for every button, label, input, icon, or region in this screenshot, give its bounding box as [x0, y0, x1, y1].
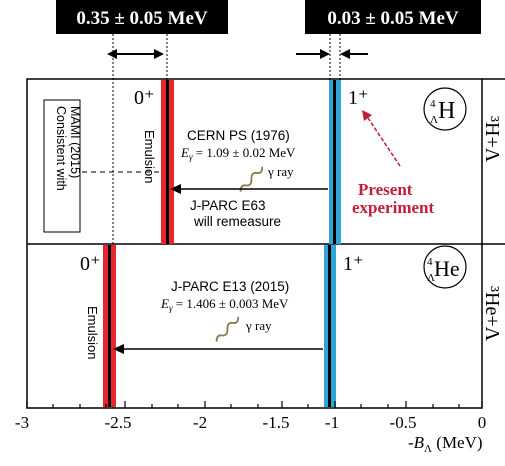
- e13-title: J-PARC E13 (2015): [171, 279, 289, 294]
- top-nucleus-sup: 4: [430, 98, 436, 110]
- tick-label: -2.5: [105, 413, 132, 432]
- bottom-nucleus-sub: Λ: [427, 272, 435, 284]
- consistent-mami-box: Consistent with MAMI (2015): [43, 99, 82, 233]
- tick-label: -0.5: [390, 413, 417, 432]
- e63-line2: will remeasure: [193, 214, 281, 229]
- top-0plus-level-red: [161, 80, 166, 244]
- right-inward-arrows: [296, 49, 368, 59]
- axis-ticks: [26, 401, 483, 408]
- svg-text:Consistent with: Consistent with: [54, 106, 68, 191]
- top-nucleus-sub: Λ: [430, 114, 438, 126]
- right-difference-label: 0.03 ± 0.05 MeV: [327, 8, 459, 29]
- tick-label: -1: [325, 413, 339, 432]
- tick-label: -3: [15, 413, 29, 432]
- bottom-nucleus-badge: 4 Λ He: [423, 245, 467, 289]
- bottom-side-threshold: ³He+Λ: [481, 286, 503, 342]
- bottom-emulsion-label: Emulsion: [85, 306, 100, 359]
- left-difference-box: [56, 0, 228, 34]
- top-state-1plus: 1⁺: [348, 87, 369, 109]
- top-gamma-wiggle: [239, 166, 264, 192]
- present-line2: experiment: [352, 198, 434, 217]
- right-difference-box: [305, 0, 481, 34]
- bottom-gamma-wiggle: [215, 316, 240, 342]
- bottom-gamma-label: γ ray: [245, 318, 272, 333]
- bottom-0plus-level-black: [108, 245, 111, 407]
- top-0plus-level-black: [166, 80, 169, 244]
- guide-lines: [112, 34, 341, 408]
- bottom-1plus-level-blue-2: [331, 245, 336, 407]
- bottom-nucleus-symbol: He: [434, 256, 460, 281]
- bottom-nucleus-sup: 4: [427, 256, 433, 268]
- top-1plus-level-blue-2: [336, 80, 341, 244]
- top-nucleus-badge: 4 Λ H: [423, 87, 467, 131]
- tick-label: -1.5: [263, 413, 290, 432]
- cern-energy: Eγ = 1.09 ± 0.02 MeV: [180, 145, 296, 162]
- bottom-transition-arrow: [113, 344, 323, 354]
- axis-tick-labels: -3 -2.5 -2 -1.5 -1 -0.5 0: [15, 413, 486, 432]
- present-line1: Present: [358, 180, 413, 199]
- bottom-0plus-level-red-2: [111, 245, 116, 407]
- top-gamma-label: γ ray: [267, 164, 294, 179]
- svg-text:MAMI (2015): MAMI (2015): [68, 106, 82, 178]
- bottom-1plus-level-blue: [324, 245, 328, 407]
- axis-title: -BΛ (MeV): [408, 433, 483, 455]
- cern-title: CERN PS (1976): [187, 128, 290, 143]
- bottom-1plus-level-black: [328, 245, 331, 407]
- top-0plus-level-red-2: [169, 80, 174, 244]
- top-nucleus-symbol: H: [438, 98, 455, 124]
- tick-label: -2: [193, 413, 207, 432]
- top-emulsion-label: Emulsion: [142, 130, 157, 183]
- top-transition-arrow: [170, 184, 328, 194]
- tick-label: 0: [478, 413, 487, 432]
- top-1plus-level-blue: [329, 80, 333, 244]
- left-double-arrow: [107, 49, 164, 59]
- bottom-state-1plus: 1⁺: [343, 253, 364, 275]
- bottom-0plus-level-red: [103, 245, 108, 407]
- left-difference-label: 0.35 ± 0.05 MeV: [76, 8, 208, 29]
- e63-line1: J-PARC E63: [190, 198, 266, 213]
- e13-energy: Eγ = 1.406 ± 0.003 MeV: [160, 296, 289, 313]
- top-1plus-level-black: [333, 80, 336, 244]
- bottom-state-0plus: 0⁺: [80, 253, 101, 275]
- top-state-0plus: 0⁺: [134, 87, 155, 109]
- top-side-threshold: ³H+Λ: [481, 116, 503, 163]
- present-arrow: [362, 110, 401, 167]
